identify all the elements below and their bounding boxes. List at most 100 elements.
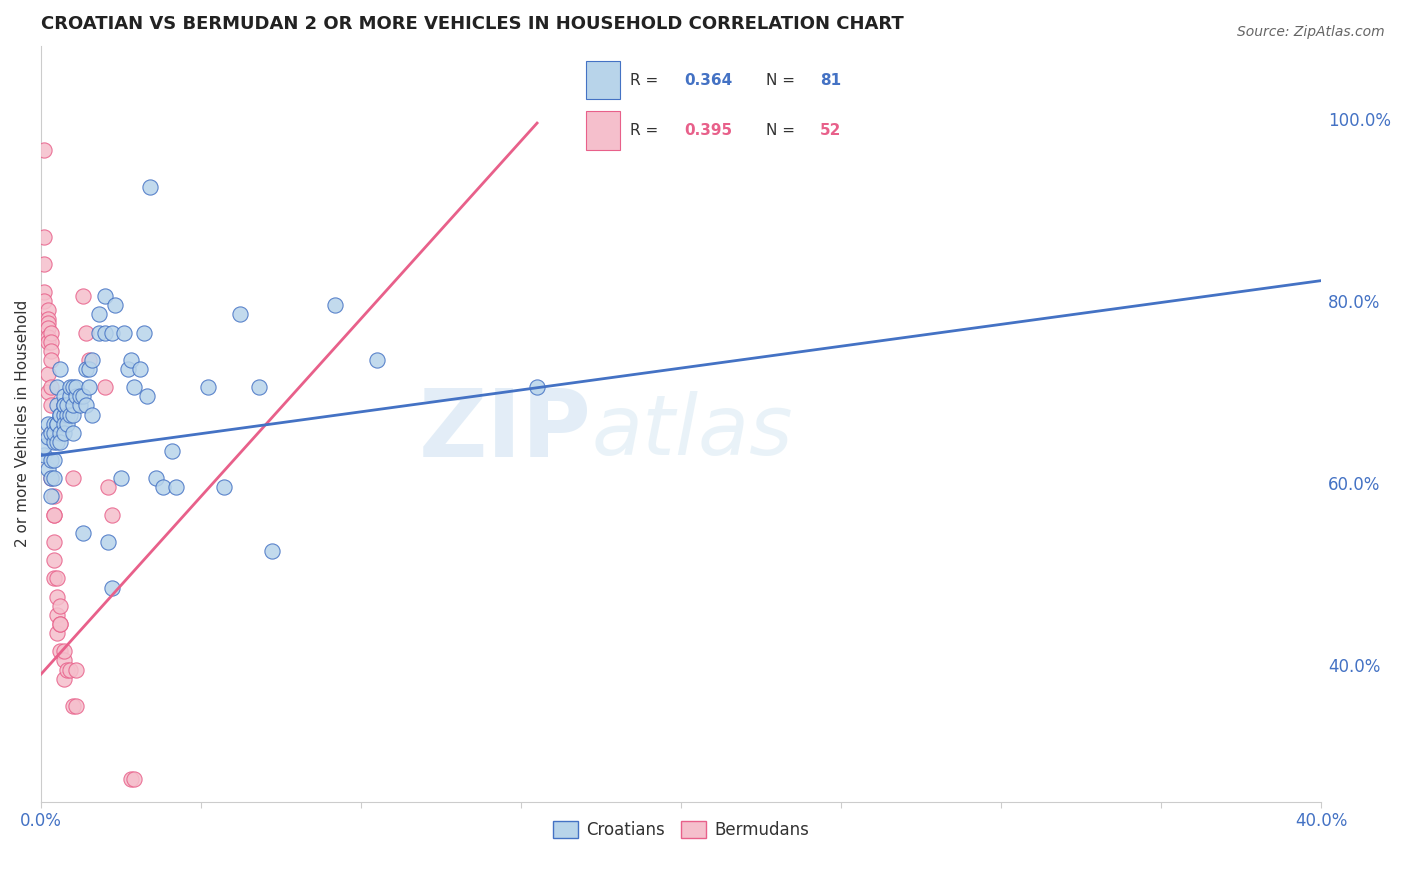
Point	[72, 289, 94, 303]
Point	[52, 417, 75, 431]
Point	[72, 389, 94, 403]
Point	[82, 352, 104, 367]
Point	[82, 408, 104, 422]
Text: CROATIAN VS BERMUDAN 2 OR MORE VEHICLES IN HOUSEHOLD CORRELATION CHART: CROATIAN VS BERMUDAN 2 OR MORE VEHICLES …	[41, 15, 904, 33]
Point	[39, 352, 62, 367]
Point	[42, 553, 65, 567]
Point	[42, 535, 65, 549]
Point	[52, 408, 75, 422]
Text: ZIP: ZIP	[419, 385, 592, 477]
Point	[49, 408, 72, 422]
Point	[37, 417, 59, 431]
Point	[37, 317, 59, 331]
Point	[49, 425, 72, 440]
Point	[34, 293, 56, 308]
Point	[65, 698, 87, 713]
Point	[55, 663, 77, 677]
Point	[49, 434, 72, 449]
Point	[39, 471, 62, 485]
Point	[197, 380, 219, 394]
Point	[39, 425, 62, 440]
Point	[55, 408, 77, 422]
Point	[42, 425, 65, 440]
Point	[55, 398, 77, 412]
Point	[165, 480, 187, 494]
Point	[97, 535, 120, 549]
Point	[42, 471, 65, 485]
Point	[46, 434, 69, 449]
Point	[77, 362, 100, 376]
Point	[247, 380, 270, 394]
Point	[325, 298, 347, 312]
Point	[129, 362, 152, 376]
Point	[366, 352, 388, 367]
Point	[110, 471, 132, 485]
Point	[39, 425, 62, 440]
Point	[94, 326, 117, 340]
Point	[46, 590, 69, 604]
Point	[59, 408, 82, 422]
Point	[97, 480, 120, 494]
Point	[34, 449, 56, 463]
Point	[37, 367, 59, 381]
Point	[34, 230, 56, 244]
Point	[72, 525, 94, 540]
Point	[104, 298, 127, 312]
Point	[37, 462, 59, 476]
Point	[52, 644, 75, 658]
Point	[65, 380, 87, 394]
Point	[59, 663, 82, 677]
Point	[42, 508, 65, 522]
Legend: Croatians, Bermudans: Croatians, Bermudans	[546, 814, 817, 847]
Point	[152, 480, 174, 494]
Point	[39, 471, 62, 485]
Point	[46, 417, 69, 431]
Text: atlas: atlas	[592, 391, 793, 472]
Point	[46, 398, 69, 412]
Point	[120, 352, 142, 367]
Point	[77, 352, 100, 367]
Point	[42, 453, 65, 467]
Point	[69, 398, 91, 412]
Point	[46, 626, 69, 640]
Point	[52, 425, 75, 440]
Point	[87, 326, 110, 340]
Point	[39, 453, 62, 467]
Point	[75, 362, 97, 376]
Point	[46, 571, 69, 585]
Point	[62, 698, 84, 713]
Point	[37, 430, 59, 444]
Point	[37, 384, 59, 399]
Point	[132, 326, 155, 340]
Point	[52, 398, 75, 412]
Point	[77, 380, 100, 394]
Point	[42, 490, 65, 504]
Point	[112, 326, 135, 340]
Point	[65, 389, 87, 403]
Point	[37, 321, 59, 335]
Point	[135, 389, 157, 403]
Point	[59, 380, 82, 394]
Point	[52, 653, 75, 667]
Point	[39, 380, 62, 394]
Point	[69, 389, 91, 403]
Y-axis label: 2 or more Vehicles in Household: 2 or more Vehicles in Household	[15, 300, 30, 548]
Point	[62, 380, 84, 394]
Point	[120, 772, 142, 786]
Point	[52, 389, 75, 403]
Point	[46, 417, 69, 431]
Point	[39, 343, 62, 358]
Point	[42, 434, 65, 449]
Point	[260, 544, 283, 558]
Point	[100, 326, 122, 340]
Point	[49, 617, 72, 632]
Point	[46, 380, 69, 394]
Point	[228, 307, 250, 321]
Point	[139, 179, 162, 194]
Point	[39, 490, 62, 504]
Point	[49, 408, 72, 422]
Text: Source: ZipAtlas.com: Source: ZipAtlas.com	[1237, 25, 1385, 39]
Point	[122, 772, 145, 786]
Point	[162, 444, 184, 458]
Point	[117, 362, 139, 376]
